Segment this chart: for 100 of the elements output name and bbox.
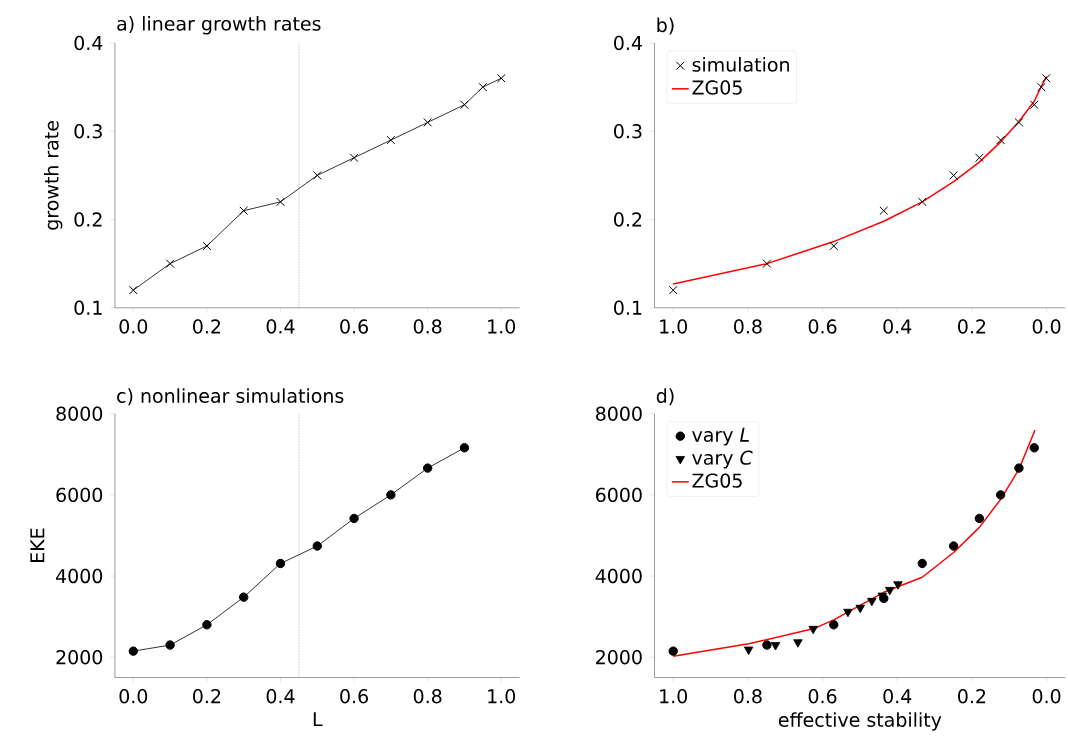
y-tick-label: 8000	[56, 406, 103, 421]
x-tick-label: 0.4	[266, 319, 295, 334]
point	[1029, 100, 1039, 109]
point	[202, 241, 212, 251]
point	[668, 646, 678, 656]
point	[829, 241, 839, 251]
y-axis-title: EKE	[30, 528, 45, 562]
legend-label: simulation	[692, 56, 789, 72]
x-tick-label: 0.6	[808, 319, 837, 334]
point	[948, 541, 959, 551]
chart-title: a) linear growth rates	[117, 15, 321, 35]
point	[974, 513, 985, 523]
point	[743, 646, 754, 655]
point	[1014, 117, 1024, 127]
legend-label: ZG05	[692, 80, 742, 95]
x-tick-label: 0.0	[1032, 688, 1061, 704]
x-tick-label: 0.0	[119, 319, 148, 334]
point	[165, 640, 175, 650]
y-tick-label: 0.2	[614, 212, 642, 227]
point	[423, 117, 433, 127]
x-tick-label: 0.2	[193, 319, 221, 334]
x-tick-label: 0.2	[958, 319, 986, 334]
y-tick-label: 8000	[595, 406, 642, 421]
x-tick-label: 1.0	[660, 688, 688, 704]
y-tick-label: 0.1	[614, 300, 642, 315]
point	[995, 489, 1006, 500]
x-tick-label: 0.2	[958, 688, 986, 704]
point	[808, 625, 818, 634]
x-axis-title: effective stability	[778, 712, 942, 731]
y-tick-label: 4000	[56, 568, 103, 583]
point	[349, 513, 359, 523]
point	[312, 170, 322, 180]
x-tick-label: 0.8	[734, 688, 762, 704]
y-tick-label: 0.4	[74, 35, 103, 50]
chart-title: c) nonlinear simulations	[117, 388, 344, 405]
x-tick-label: 0.4	[883, 688, 912, 704]
legend-label: vary C	[692, 450, 753, 469]
y-tick-label: 6000	[596, 487, 642, 502]
legend-label: ZG05	[692, 473, 742, 488]
point	[312, 541, 322, 551]
point	[459, 442, 470, 453]
x-tick-label: 1.0	[488, 688, 516, 704]
x-tick-label: 0.6	[808, 688, 837, 704]
point	[885, 586, 895, 596]
point	[668, 285, 678, 295]
y-tick-label: 0.1	[74, 300, 102, 315]
x-tick-label: 0.6	[340, 319, 368, 334]
point	[1041, 73, 1051, 83]
x-tick-label: 0.0	[119, 688, 148, 704]
x-tick-label: 0.4	[266, 688, 295, 704]
y-axis-title: growth rate	[43, 120, 63, 230]
point	[386, 489, 396, 500]
x-tick-label: 0.8	[413, 319, 442, 334]
y-tick-label: 0.2	[74, 212, 102, 227]
point	[879, 206, 889, 215]
y-tick-label: 6000	[56, 487, 103, 502]
point	[239, 206, 249, 215]
point	[478, 82, 488, 92]
x-tick-label: 0.8	[734, 319, 762, 334]
point	[843, 608, 853, 617]
point	[917, 197, 927, 207]
point	[386, 135, 396, 145]
point	[893, 581, 903, 590]
point	[349, 153, 359, 162]
x-axis-title: L	[313, 712, 323, 726]
x-tick-label: 1.0	[488, 319, 516, 334]
point	[422, 463, 433, 473]
x-tick-label: 0.8	[413, 688, 442, 704]
y-tick-label: 2000	[56, 649, 103, 665]
point	[239, 592, 249, 602]
point	[762, 640, 772, 650]
x-tick-label: 0.4	[883, 319, 912, 334]
point	[496, 73, 506, 83]
point	[1014, 463, 1024, 473]
y-tick-label: 2000	[596, 649, 642, 665]
point	[770, 641, 781, 651]
x-tick-label: 0.2	[193, 688, 221, 704]
line-series	[672, 75, 1048, 285]
point	[949, 170, 958, 180]
x-tick-label: 0.0	[1032, 319, 1061, 334]
legend-label: vary L	[692, 427, 749, 446]
point	[762, 259, 772, 268]
point	[793, 639, 803, 648]
chart-title: d)	[656, 388, 674, 405]
x-tick-label: 0.6	[340, 688, 368, 704]
point	[276, 197, 285, 207]
point	[275, 558, 286, 568]
point	[128, 285, 138, 295]
point	[829, 619, 839, 630]
y-tick-label: 0.3	[74, 123, 102, 139]
point	[1029, 442, 1039, 453]
point	[202, 619, 212, 630]
point	[974, 153, 984, 162]
point	[1036, 82, 1046, 92]
point	[867, 597, 877, 606]
chart-title: b)	[657, 17, 674, 35]
point	[128, 646, 139, 656]
point	[165, 259, 175, 268]
point	[855, 604, 865, 613]
y-tick-label: 0.3	[614, 123, 642, 139]
